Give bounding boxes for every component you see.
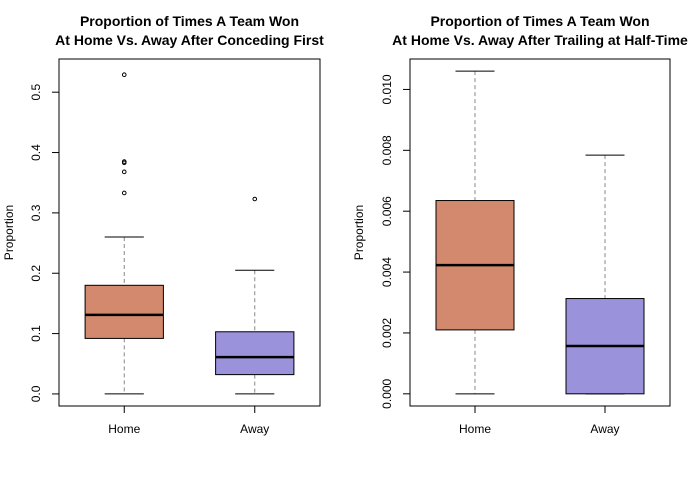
x-tick-label: Away (240, 422, 269, 436)
x-tick-label: Home (459, 422, 491, 436)
chart-panel-2: Proportion of Times A Team Won At Home Vs… (352, 13, 688, 436)
box-iqr (84, 284, 164, 339)
box-away (215, 196, 295, 395)
y-tick-label: 0.000 (380, 378, 394, 408)
y-tick-label: 0.002 (380, 318, 394, 348)
y-tick-label: 0.008 (380, 135, 394, 165)
x-tick-label: Home (108, 422, 140, 436)
outlier-point (252, 196, 258, 202)
outlier-point (121, 72, 127, 77)
outlier-point (121, 190, 127, 196)
x-tick-label: Away (590, 422, 619, 436)
y-tick-label: 0.0 (29, 385, 43, 402)
y-tick-label: 0.004 (380, 257, 394, 287)
y-tick-label: 0.5 (29, 84, 43, 101)
y-tick-label: 0.4 (29, 144, 43, 161)
y-tick-label: 0.006 (380, 196, 394, 226)
chart-title-line: At Home Vs. Away After Trailing at Half-… (392, 32, 688, 48)
chart-title-line: Proportion of Times A Team Won (430, 13, 649, 29)
chart-panel-1: Proportion of Times A Team Won At Home Vs… (2, 13, 324, 436)
chart-title-line: At Home Vs. Away After Conceding First (55, 32, 324, 48)
y-axis-label: Proportion (2, 205, 16, 260)
box-iqr (215, 331, 295, 376)
y-tick-label: 0.3 (29, 204, 43, 221)
outlier-point (121, 169, 127, 175)
y-tick-label: 0.1 (29, 325, 43, 342)
outlier-point (121, 159, 127, 164)
y-tick-label: 0.2 (29, 265, 43, 282)
chart-title-line: Proportion of Times A Team Won (80, 13, 299, 29)
y-axis-label: Proportion (352, 205, 366, 260)
box-home (435, 70, 515, 395)
box-home (84, 72, 164, 395)
y-tick-label: 0.010 (380, 74, 394, 104)
box-away (565, 154, 645, 395)
